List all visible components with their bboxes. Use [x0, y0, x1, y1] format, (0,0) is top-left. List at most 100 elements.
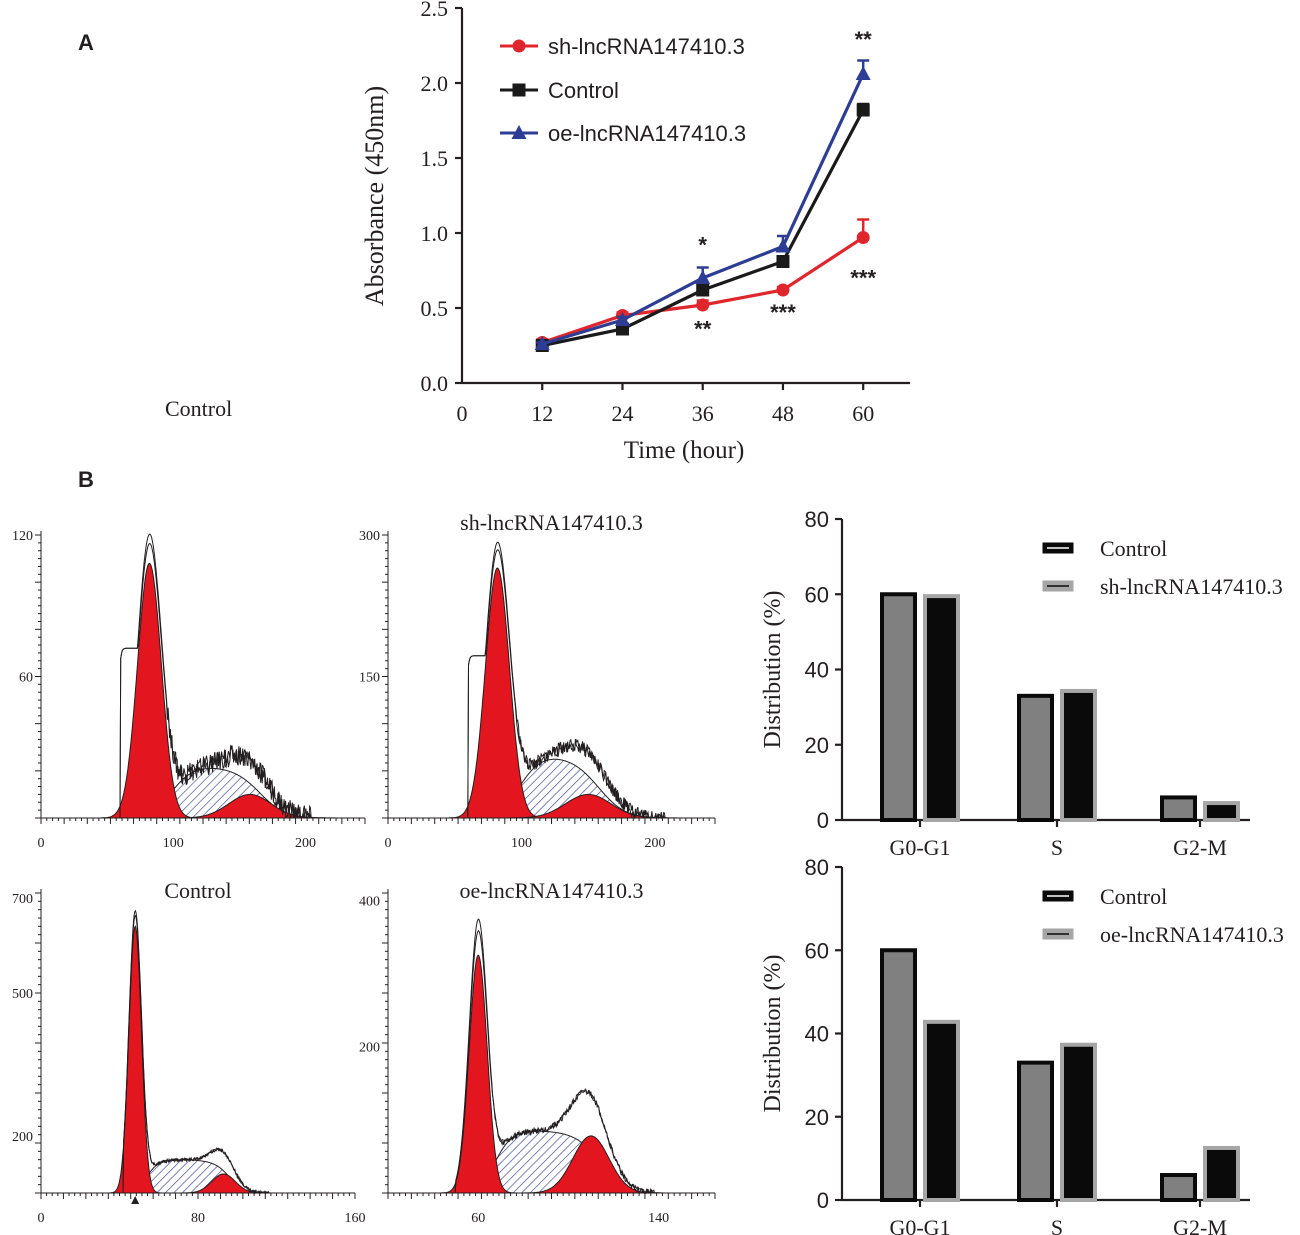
- bar: [882, 594, 915, 820]
- data-point: [696, 299, 709, 312]
- y-tick-label: 2.5: [421, 0, 449, 21]
- panel-label-a: A: [78, 30, 94, 55]
- x-tick-label: S: [1051, 1215, 1063, 1235]
- figure: A B Control 0.00.51.01.52.02.512 24 36 48 60…: [0, 0, 1300, 1235]
- x-tick-label: 200: [644, 836, 665, 851]
- data-point: [696, 284, 709, 297]
- legend-marker: [513, 84, 526, 97]
- legend-label: sh-lncRNA147410.3: [1100, 574, 1283, 599]
- x-tick-label: 200: [295, 836, 316, 851]
- data-point: [856, 66, 871, 80]
- y-tick-label: 150: [359, 671, 380, 686]
- y-tick-label: 0: [817, 808, 829, 833]
- x-tick-label: G0-G1: [889, 835, 950, 860]
- y-tick-label: 1.0: [421, 221, 449, 246]
- x-tick-label: G2-M: [1173, 1215, 1227, 1235]
- significance-marker: *: [698, 233, 707, 258]
- legend: Control oe-lncRNA147410.3: [1043, 884, 1284, 947]
- bar: [925, 1022, 958, 1200]
- data-point: [776, 284, 789, 297]
- x-tick-label: 0: [385, 836, 392, 851]
- legend: Control sh-lncRNA147410.3: [1043, 536, 1283, 599]
- bar: [1205, 803, 1238, 820]
- x-tick-label: 100: [511, 836, 532, 851]
- bar: [1019, 1063, 1052, 1200]
- x-tick-label: 0: [38, 1211, 45, 1226]
- data-point: [857, 231, 870, 244]
- x-tick-label: G2-M: [1173, 835, 1227, 860]
- legend-label: oe-lncRNA147410.3: [548, 121, 746, 146]
- y-tick-label: 120: [12, 529, 33, 544]
- data-point: [857, 104, 870, 117]
- data-point: [775, 239, 790, 253]
- significance-marker: ***: [770, 300, 796, 325]
- x-tick-label: G0-G1: [889, 1215, 950, 1235]
- legend-label: Control: [1100, 536, 1167, 561]
- x-tick-label: 80: [191, 1211, 205, 1226]
- bar: [1162, 1175, 1195, 1200]
- histogram-sh: 0 100 200 300 150 sh-lncRNA147410.3: [359, 510, 715, 851]
- gate-marker: [131, 1196, 139, 1204]
- y-tick-label: 0.0: [421, 371, 449, 396]
- data-point: [776, 255, 789, 268]
- y-tick-label: 20: [805, 1105, 829, 1130]
- x-tick-label: 160: [345, 1211, 366, 1226]
- histogram-title: oe-lncRNA147410.3: [460, 878, 644, 903]
- y-tick-label: 40: [805, 1022, 829, 1047]
- distribution-chart-sh: 0 20 40 60 80 Distribution (%) G0-G1 S G2-M Contr…: [760, 507, 1283, 860]
- histogram-title: Control: [164, 878, 231, 903]
- y-tick-label: 300: [359, 529, 380, 544]
- y-tick-label: 60: [19, 671, 33, 686]
- y-tick-label: 500: [12, 987, 33, 1002]
- y-tick-label: 2.0: [421, 71, 449, 96]
- y-tick-label: 60: [805, 582, 829, 607]
- y-tick-label: 80: [805, 507, 829, 532]
- y-tick-label: 40: [805, 658, 829, 683]
- x-origin-label: 0: [457, 401, 468, 426]
- legend-label: Control: [1100, 884, 1167, 909]
- legend-label: sh-lncRNA147410.3: [548, 34, 745, 59]
- histogram-title: sh-lncRNA147410.3: [460, 510, 643, 535]
- y-tick-label: 80: [805, 855, 829, 880]
- y-tick-label: 20: [805, 733, 829, 758]
- stray-control-label: Control: [165, 396, 232, 421]
- y-tick-label: 200: [359, 1041, 380, 1056]
- x-tick-label: 36: [692, 401, 714, 426]
- distribution-chart-oe: 0 20 40 60 80 Distribution (%) G0-G1 S G2-M Contr…: [760, 855, 1284, 1235]
- legend-marker: [513, 40, 526, 53]
- g1-peak-area: [110, 926, 270, 1193]
- y-tick-label: 1.5: [421, 146, 449, 171]
- histogram-oe: 60 140 400 200 oe-lncRNA147410.3: [359, 878, 715, 1226]
- x-tick-label: 0: [38, 836, 45, 851]
- y-tick-label: 60: [805, 938, 829, 963]
- significance-marker: **: [694, 317, 712, 342]
- x-tick-label: 24: [611, 401, 633, 426]
- y-axis-label: Distribution (%): [760, 591, 786, 749]
- histogram-oe-control: 0 80 160 700 500 200 Control: [12, 878, 366, 1226]
- x-tick-label: 60: [471, 1211, 485, 1226]
- y-axis-label: Absorbance (450nm): [360, 86, 389, 306]
- bar: [1205, 1148, 1238, 1200]
- legend-label: oe-lncRNA147410.3: [1100, 922, 1284, 947]
- legend-label: Control: [548, 78, 619, 103]
- legend: sh-lncRNA147410.3 Control oe-lncRNA147410.…: [500, 34, 746, 146]
- bar: [1062, 1045, 1095, 1200]
- x-axis-label: Time (hour): [624, 437, 745, 464]
- x-tick-label: 140: [648, 1211, 669, 1226]
- x-tick-label: 100: [163, 836, 184, 851]
- y-tick-label: 400: [359, 894, 380, 909]
- y-tick-label: 0: [817, 1188, 829, 1213]
- x-tick-label: S: [1051, 835, 1063, 860]
- significance-marker: ***: [850, 266, 876, 291]
- bar: [1162, 797, 1195, 820]
- growth-chart: 0.0 0.5 1.0 1.5 2.0 2.5 12 24 36 48 60 0 Time (hour)…: [360, 0, 910, 464]
- y-tick-label: 0.5: [421, 296, 449, 321]
- x-tick-label: 48: [772, 401, 794, 426]
- y-axis-label: Distribution (%): [760, 955, 786, 1113]
- y-tick-label: 700: [12, 892, 33, 907]
- bar: [882, 950, 915, 1200]
- x-tick-label: 60: [852, 401, 874, 426]
- x-tick-label: 12: [531, 401, 553, 426]
- histogram-sh-control: 0 100 200 120 60: [12, 529, 365, 851]
- y-tick-label: 200: [12, 1130, 33, 1145]
